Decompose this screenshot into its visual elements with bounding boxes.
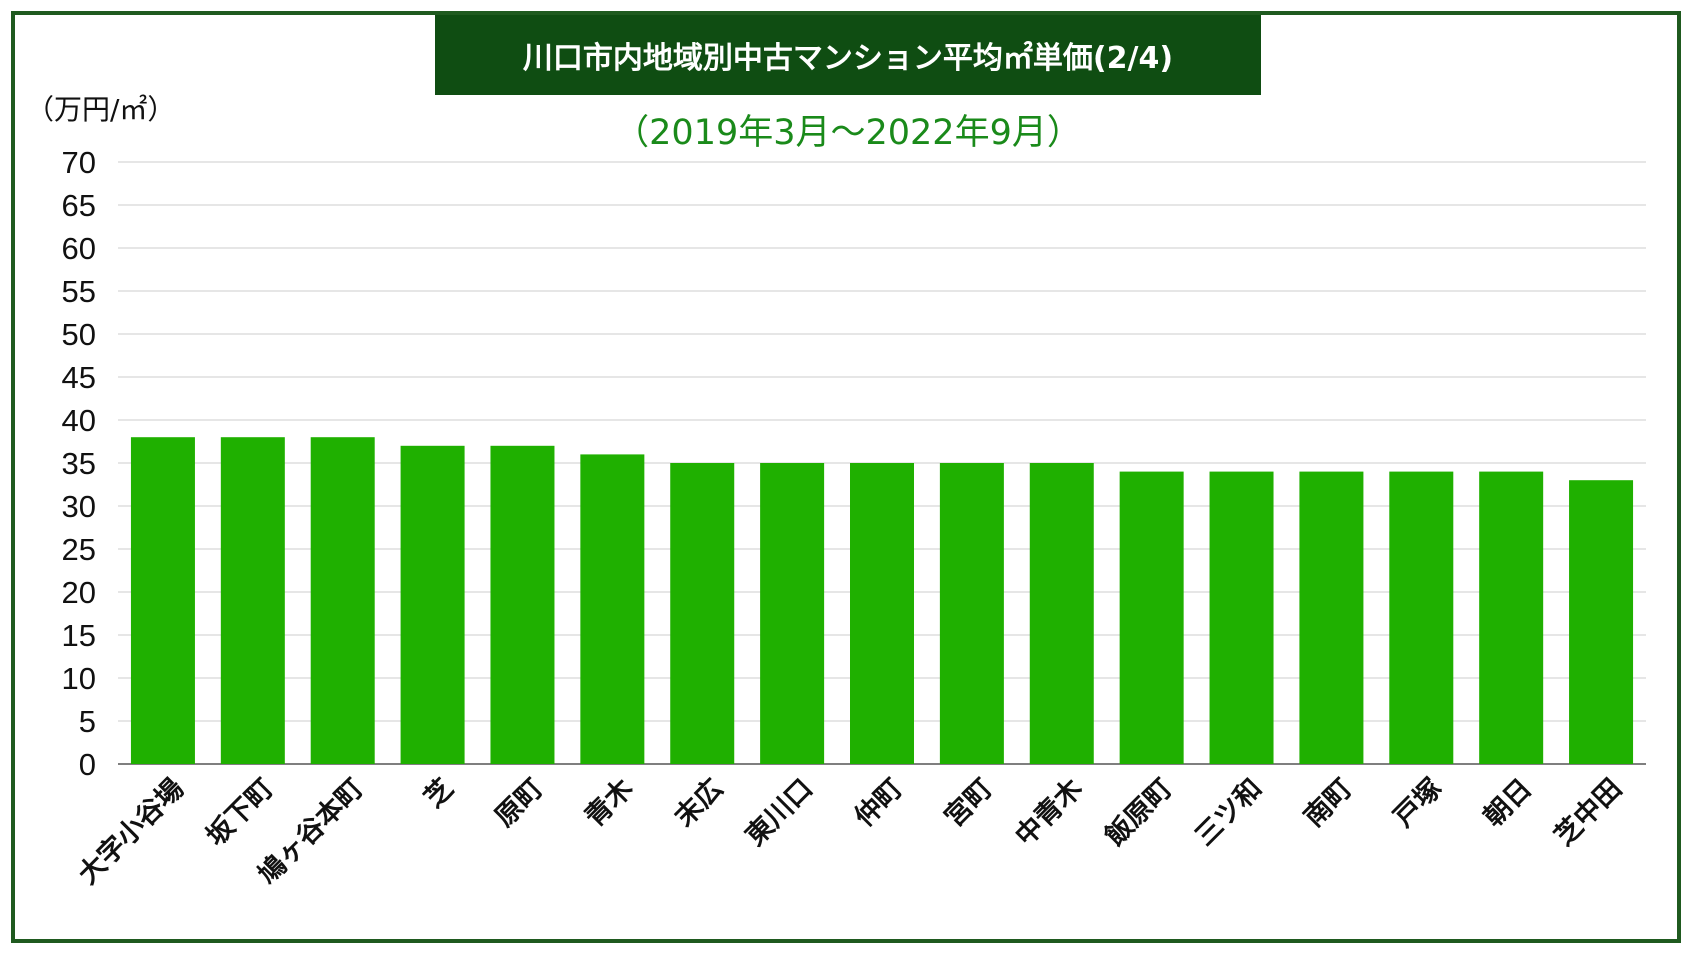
y-tick-label: 55 — [62, 274, 96, 309]
bar — [850, 463, 914, 764]
bar — [130, 437, 195, 764]
x-tick-label: 原町 — [489, 773, 549, 833]
x-tick-label: 青木 — [579, 773, 639, 833]
bar — [310, 437, 375, 764]
y-tick-label: 50 — [62, 317, 96, 352]
y-tick-label: 45 — [62, 360, 96, 395]
bar — [490, 445, 555, 764]
x-tick-label: 芝 — [419, 773, 460, 814]
bar — [220, 437, 285, 764]
y-tick-label: 15 — [62, 618, 96, 653]
bar — [1479, 471, 1544, 764]
bars — [130, 437, 1634, 764]
x-tick-label: 戸塚 — [1388, 773, 1448, 833]
x-tick-label: 飯原町 — [1099, 772, 1179, 852]
x-tick-label: 三ツ和 — [1189, 773, 1268, 852]
x-tick-label: 朝日 — [1478, 773, 1538, 833]
bar — [1029, 463, 1094, 764]
y-tick-label: 0 — [79, 747, 96, 782]
chart-title: 川口市内地域別中古マンション平均㎡単価(2/4) — [435, 15, 1261, 95]
x-tick-label: 宮町 — [938, 772, 999, 833]
y-axis-unit-label: （万円/㎡） — [26, 93, 176, 126]
y-tick-label: 40 — [62, 403, 96, 438]
y-tick-labels: 0 5 10 15 20 25 30 35 40 45 50 55 60 65 70 — [62, 145, 96, 782]
bar — [760, 463, 825, 764]
y-tick-label: 65 — [62, 188, 96, 223]
bar — [1119, 471, 1184, 764]
bar — [400, 445, 465, 764]
x-tick-label: 芝中田 — [1549, 773, 1628, 852]
bar — [1569, 480, 1634, 764]
y-tick-label: 5 — [79, 704, 96, 739]
x-tick-label: 末広 — [668, 772, 729, 833]
x-tick-label: 坂下町 — [201, 773, 280, 852]
x-tick-label: 東川口 — [740, 773, 819, 852]
x-tick-label: 大字小谷場 — [72, 772, 190, 890]
x-tick-label: 南町 — [1298, 773, 1358, 833]
x-tick-label: 仲町 — [849, 773, 909, 833]
x-tick-labels: 大字小谷場 坂下町鳩ヶ谷本町芝原町 青木 末広 東川口 仲町 宮町 中青木 飯原町 三ツ和 南町 戸塚… — [72, 772, 1628, 890]
bar — [1299, 471, 1364, 764]
y-tick-label: 20 — [62, 575, 96, 610]
y-tick-label: 30 — [62, 489, 96, 524]
y-tick-label: 70 — [62, 145, 96, 180]
x-tick-label: 中青木 — [1010, 773, 1089, 852]
chart-subtitle: （2019年3月〜2022年9月） — [614, 113, 1082, 153]
bar — [1209, 471, 1274, 764]
y-tick-label: 35 — [62, 446, 96, 481]
y-tick-label: 60 — [62, 231, 96, 266]
y-tick-label: 25 — [62, 532, 96, 567]
bar — [580, 454, 645, 764]
bar — [939, 463, 1004, 764]
y-tick-label: 10 — [62, 661, 96, 696]
bar — [1389, 471, 1454, 764]
bar — [670, 463, 735, 764]
